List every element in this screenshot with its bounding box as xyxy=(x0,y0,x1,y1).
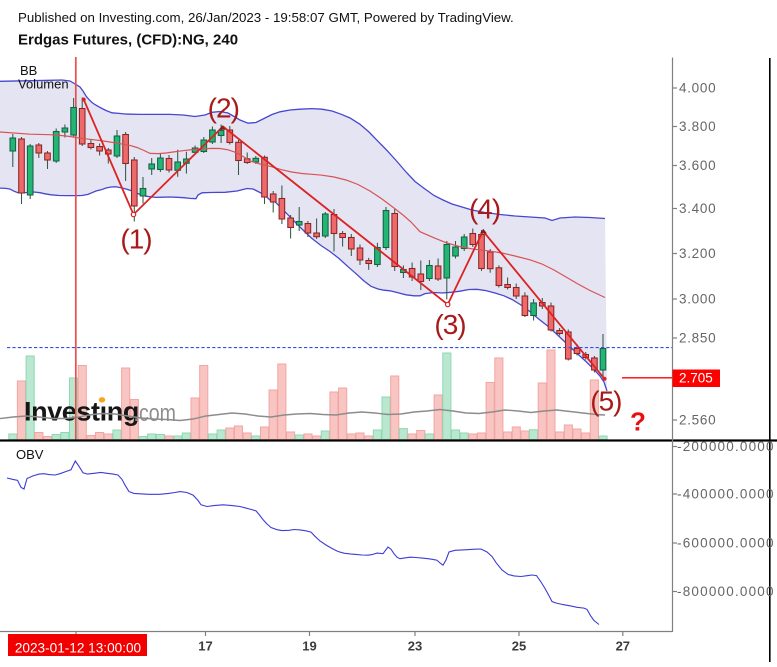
svg-text:(4): (4) xyxy=(469,193,500,224)
svg-text:-200000.0000: -200000.0000 xyxy=(677,439,775,454)
svg-text:23: 23 xyxy=(408,639,422,654)
svg-text:2.560: 2.560 xyxy=(679,413,716,428)
svg-text:Published on Investing.com, 26: Published on Investing.com, 26/Jan/2023 … xyxy=(18,10,514,25)
svg-text:3.000: 3.000 xyxy=(679,292,716,307)
svg-text:(3): (3) xyxy=(434,309,465,340)
svg-text:-400000.0000: -400000.0000 xyxy=(677,487,775,502)
svg-text:3.200: 3.200 xyxy=(679,246,716,261)
svg-text:17: 17 xyxy=(198,639,212,654)
svg-text:(1): (1) xyxy=(120,224,151,255)
svg-text:Erdgas Futures, (CFD):NG, 240: Erdgas Futures, (CFD):NG, 240 xyxy=(18,32,238,49)
svg-text:(2): (2) xyxy=(208,93,239,124)
svg-text:OBV: OBV xyxy=(16,447,44,462)
svg-text:2.705: 2.705 xyxy=(679,370,713,385)
svg-text:19: 19 xyxy=(302,639,316,654)
svg-text:(5): (5) xyxy=(590,386,621,417)
svg-text:?: ? xyxy=(630,407,646,437)
svg-text:2023-01-12 13:00:00: 2023-01-12 13:00:00 xyxy=(15,640,142,655)
svg-text:-600000.0000: -600000.0000 xyxy=(677,536,775,551)
svg-text:2.850: 2.850 xyxy=(679,331,716,346)
svg-text:3.600: 3.600 xyxy=(679,158,716,173)
svg-text:3.800: 3.800 xyxy=(679,119,716,134)
svg-text:.com: .com xyxy=(134,399,176,427)
svg-text:25: 25 xyxy=(512,639,526,654)
svg-text:4.000: 4.000 xyxy=(679,81,716,96)
svg-text:BB: BB xyxy=(20,63,37,78)
svg-text:27: 27 xyxy=(616,639,630,654)
svg-text:-800000.0000: -800000.0000 xyxy=(677,584,775,599)
svg-text:Volumen: Volumen xyxy=(18,77,69,92)
svg-text:Investıng: Investıng xyxy=(24,397,139,427)
svg-text:3.400: 3.400 xyxy=(679,201,716,216)
